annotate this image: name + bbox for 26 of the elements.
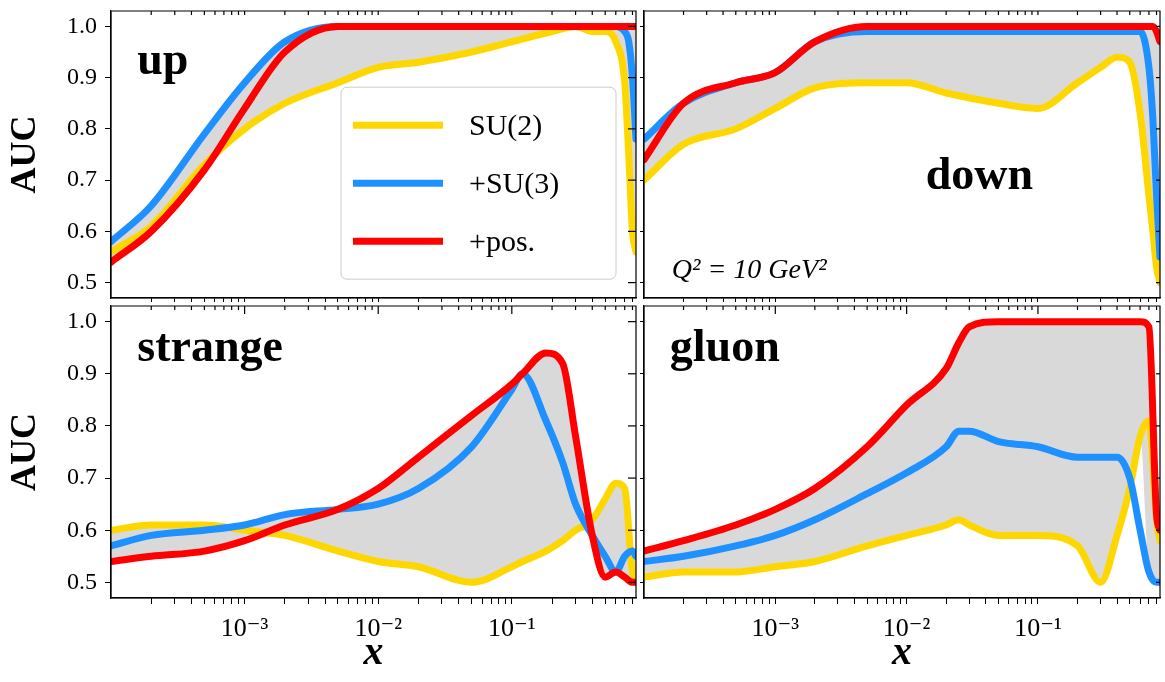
legend-label: +pos. [469, 224, 536, 258]
x-tick-label: 10⁻³ [751, 613, 800, 643]
annotation: Q² = 10 GeV² [671, 252, 828, 284]
legend-label: SU(2) [469, 108, 543, 143]
y-tick-label: 0.9 [67, 359, 97, 386]
y-tick-label: 0.6 [67, 216, 97, 243]
y-tick-label: 0.7 [67, 463, 97, 490]
x-tick-label: 10⁻¹ [1014, 613, 1062, 643]
y-axis-title: AUC [2, 413, 43, 491]
y-tick-label: 0.9 [67, 62, 97, 89]
y-tick-label: 1.0 [67, 306, 97, 333]
y-tick-label: 0.5 [67, 567, 97, 594]
chart-title: strange [137, 320, 283, 372]
y-tick-label: 0.5 [67, 267, 97, 294]
y-axis-title: AUC [2, 115, 43, 194]
text: down [925, 147, 1034, 199]
legend-label: +SU(3) [469, 166, 560, 201]
x-tick-label: 10⁻¹ [488, 613, 536, 643]
y-tick-label: 0.8 [67, 114, 97, 141]
text: up [137, 33, 189, 85]
chart-title: gluon [669, 320, 780, 372]
y-tick-label: 0.6 [67, 515, 97, 542]
y-tick-label: 0.8 [67, 411, 97, 438]
x-tick-label: 10⁻³ [220, 613, 269, 643]
y-tick-label: 1.0 [67, 11, 97, 38]
y-tick-label: 0.7 [67, 165, 97, 192]
